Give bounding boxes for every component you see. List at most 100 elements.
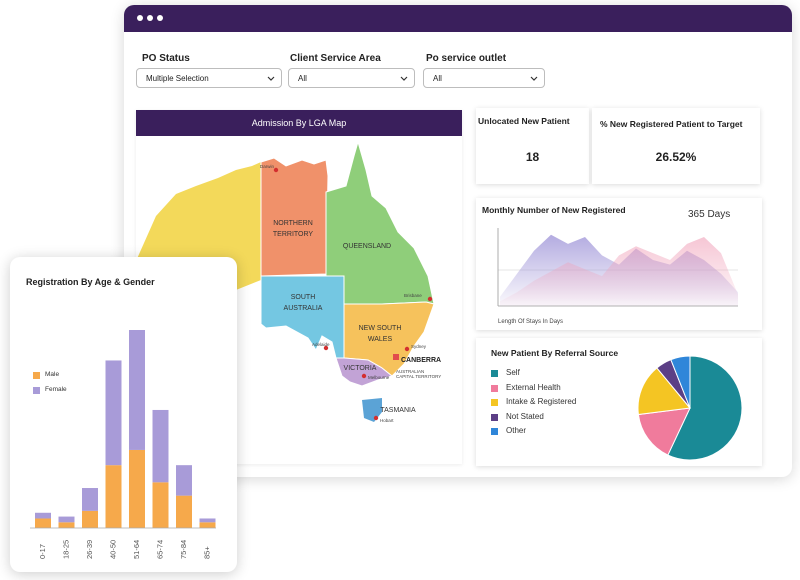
legend-swatch	[491, 370, 498, 377]
filter-service-outlet-label: Po service outlet	[426, 53, 507, 64]
map-region-tas[interactable]	[362, 398, 382, 422]
map-label-canberra: CANBERRA	[401, 357, 441, 364]
legend-label: Other	[506, 426, 527, 435]
bar-male-26-39[interactable]	[82, 510, 98, 528]
pie-slice-intake-registered[interactable]	[637, 367, 691, 416]
x-tick-label: 75-84	[179, 540, 188, 559]
map-label-brisbane: Brisbane	[404, 293, 422, 298]
legend-swatch-male	[33, 372, 40, 379]
map-label-sydney: Sydney	[411, 344, 427, 349]
map-label-darwin: Darwin	[260, 164, 275, 169]
chevron-down-icon	[267, 76, 275, 81]
filter-service-area-label: Client Service Area	[290, 53, 381, 64]
kpi-unlocated-value: 18	[525, 150, 540, 164]
bar-male-65-74[interactable]	[152, 482, 169, 528]
filter-service-outlet-select[interactable]: All	[423, 68, 545, 88]
map-region-nt[interactable]	[260, 157, 329, 277]
referral-source-card: New Patient By Referral Source Self Exter…	[476, 338, 762, 466]
city-marker-hobart[interactable]	[373, 415, 379, 421]
city-marker-melbourne[interactable]	[361, 373, 367, 379]
map-label-nsw: NEW SOUTH WALES	[359, 325, 402, 343]
referral-pie-chart	[637, 355, 743, 461]
legend-swatch	[491, 399, 498, 406]
city-marker-sydney[interactable]	[404, 346, 410, 352]
legend-swatch	[491, 384, 498, 392]
bar-male-75-84[interactable]	[176, 495, 192, 528]
bar-male-0-17[interactable]	[35, 518, 51, 528]
legend-swatch	[491, 413, 498, 421]
area-series-2	[500, 237, 738, 306]
kpi-card-registered-target: % New Registered Patient to Target 26.52…	[592, 108, 760, 184]
monthly-area-chart	[497, 228, 738, 307]
bar-female-85+[interactable]	[199, 518, 216, 523]
bar-male-51-64[interactable]	[129, 449, 145, 528]
bar-female-18-25[interactable]	[58, 516, 75, 523]
filter-service-area-value: All	[298, 74, 307, 83]
map-label-nt: NORTHERN TERRITORY	[273, 220, 314, 238]
legend-label: Not Stated	[506, 411, 544, 421]
bar-female-40-50[interactable]	[105, 360, 122, 466]
map-label-vic: VICTORIA	[344, 365, 377, 372]
legend-label: Intake & Registered	[506, 397, 577, 406]
pie-slice-external-health[interactable]	[637, 407, 691, 456]
monthly-title: Monthly Number of New Registered	[482, 205, 626, 215]
map-label-qld: QUEENSLAND	[343, 243, 391, 250]
bar-male-18-25[interactable]	[58, 522, 75, 528]
age-gender-bar-chart: 0-17 18-25 26-39 40-50 51-64 65-74 75-84 85+	[30, 330, 216, 559]
chevron-down-icon	[530, 76, 538, 81]
kpi-unlocated-title: Unlocated New Patient	[478, 116, 570, 126]
window-dot-icon	[137, 15, 143, 21]
map-label-act: AUSTRALIAN CAPITAL TERRITORY	[396, 369, 441, 379]
filter-service-area-select[interactable]: All	[288, 68, 415, 88]
x-tick-label: 85+	[203, 546, 212, 559]
window-dot-icon	[147, 15, 153, 21]
lga-map-title: Admission By LGA Map	[136, 110, 462, 136]
legend-label-male: Male	[45, 371, 60, 378]
monthly-registered-card: Monthly Number of New Registered 365 Day…	[476, 198, 762, 330]
pie-slice-other[interactable]	[670, 355, 691, 409]
x-tick-label: 40-50	[109, 540, 118, 559]
legend-label: Self	[506, 368, 520, 377]
kpi-registered-target-title: % New Registered Patient to Target	[600, 119, 743, 129]
legend-label: External Health	[506, 382, 561, 392]
map-region-vic[interactable]	[335, 357, 394, 387]
kpi-card-unlocated: Unlocated New Patient 18	[476, 108, 589, 184]
x-tick-label: 26-39	[85, 540, 94, 559]
filter-po-status-select[interactable]: Multiple Selection	[136, 68, 282, 88]
filter-po-status-value: Multiple Selection	[146, 74, 209, 83]
bar-female-0-17[interactable]	[35, 512, 51, 519]
legend-swatch-female	[33, 387, 40, 394]
monthly-badge: 365 Days	[688, 209, 731, 220]
map-region-act[interactable]	[393, 354, 399, 360]
kpi-registered-target-value: 26.52%	[655, 150, 697, 164]
city-marker-adelaide[interactable]	[323, 345, 329, 351]
map-label-hobart: Hobart	[380, 418, 394, 423]
pie-slice-self[interactable]	[667, 355, 743, 461]
x-tick-label: 0-17	[38, 544, 47, 559]
referral-title: New Patient By Referral Source	[491, 348, 619, 358]
bar-female-75-84[interactable]	[176, 465, 192, 496]
bar-female-26-39[interactable]	[82, 488, 98, 511]
age-gender-title: Registration By Age & Gender	[26, 277, 155, 287]
city-marker-darwin[interactable]	[273, 167, 279, 173]
map-label-tas: TASMANIA	[380, 407, 416, 414]
bar-male-40-50[interactable]	[105, 465, 122, 528]
map-label-adelaide: Adelaide	[312, 342, 330, 347]
bar-female-65-74[interactable]	[152, 409, 169, 483]
age-gender-card: Registration By Age & Gender Male Female…	[10, 257, 237, 572]
legend-swatch	[491, 428, 498, 435]
monthly-xlabel: Length Of Stays In Days	[498, 319, 564, 325]
window-dot-icon	[157, 15, 163, 21]
bar-male-85+[interactable]	[199, 522, 216, 528]
filter-service-outlet-value: All	[433, 74, 442, 83]
legend-label-female: Female	[45, 386, 67, 393]
bar-female-51-64[interactable]	[129, 330, 145, 450]
map-label-melbourne: Melbourne	[368, 375, 390, 380]
filter-po-status-label: PO Status	[142, 53, 190, 64]
city-marker-brisbane[interactable]	[427, 296, 433, 302]
window-titlebar	[124, 5, 792, 32]
map-region-sa[interactable]	[260, 275, 345, 359]
x-tick-label: 18-25	[62, 540, 71, 559]
chevron-down-icon	[400, 76, 408, 81]
map-label-sa: SOUTH AUSTRALIA	[284, 294, 323, 312]
